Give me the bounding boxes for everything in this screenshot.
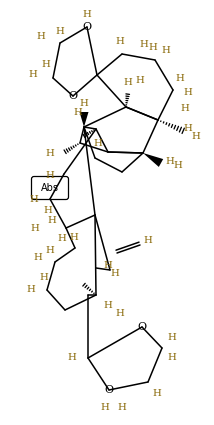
Text: H: H — [144, 235, 152, 244]
Text: H: H — [174, 161, 182, 170]
Text: H: H — [34, 252, 42, 261]
Text: H: H — [192, 131, 200, 141]
Text: H: H — [168, 354, 176, 363]
Text: H: H — [30, 195, 38, 204]
Text: H: H — [46, 170, 54, 179]
Text: H: H — [80, 99, 88, 108]
Text: H: H — [111, 269, 119, 278]
Text: H: H — [70, 232, 78, 241]
Text: H: H — [104, 261, 112, 269]
Text: H: H — [153, 388, 161, 397]
Text: H: H — [181, 104, 189, 113]
Text: H: H — [58, 233, 66, 243]
Text: H: H — [162, 45, 170, 54]
Text: H: H — [29, 70, 37, 79]
Text: H: H — [136, 76, 144, 85]
Text: H: H — [68, 354, 76, 363]
Text: H: H — [184, 124, 192, 133]
Text: H: H — [116, 309, 124, 317]
Text: H: H — [118, 402, 126, 411]
Text: H: H — [101, 402, 109, 411]
Text: H: H — [37, 31, 45, 40]
Text: O: O — [82, 22, 92, 32]
Text: H: H — [31, 224, 39, 232]
Text: H: H — [74, 108, 82, 116]
Text: H: H — [27, 286, 35, 295]
Text: H: H — [104, 300, 112, 309]
Text: H: H — [124, 77, 132, 87]
Text: H: H — [46, 148, 54, 158]
Text: H: H — [140, 40, 148, 48]
Text: H: H — [184, 88, 192, 96]
Text: O: O — [104, 385, 114, 395]
Text: H: H — [149, 42, 157, 51]
Polygon shape — [79, 112, 89, 127]
Text: H: H — [48, 215, 56, 224]
Text: H: H — [166, 156, 174, 165]
Text: O: O — [137, 322, 147, 332]
Text: H: H — [176, 74, 184, 82]
Text: O: O — [68, 91, 77, 101]
Polygon shape — [143, 153, 163, 167]
Text: H: H — [94, 139, 102, 147]
Text: H: H — [168, 332, 176, 342]
Text: Abs: Abs — [41, 183, 59, 193]
Text: H: H — [116, 37, 124, 45]
Text: H: H — [40, 274, 48, 283]
Text: H: H — [42, 60, 50, 68]
Text: H: H — [56, 26, 64, 36]
Text: H: H — [44, 206, 52, 215]
Text: H: H — [46, 246, 54, 255]
FancyBboxPatch shape — [31, 176, 68, 199]
Text: H: H — [83, 9, 91, 19]
